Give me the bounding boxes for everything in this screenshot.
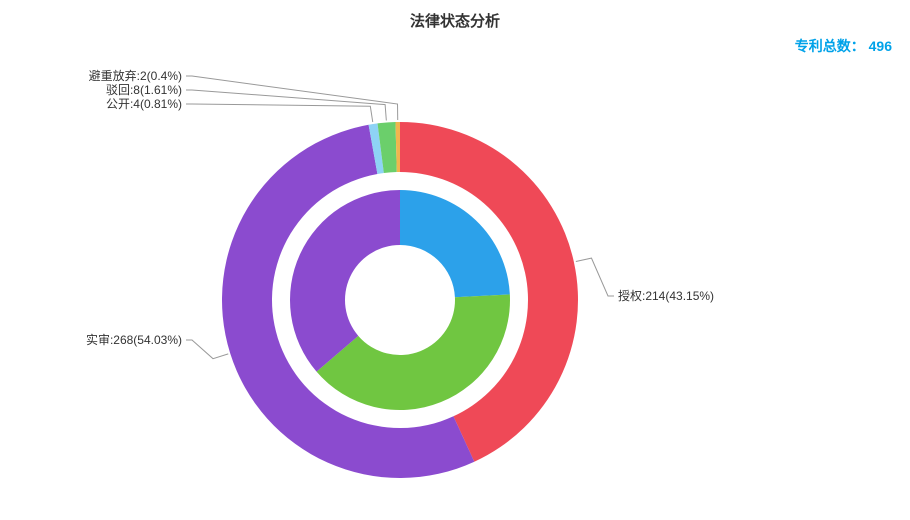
slice-label-公开: 公开:4(0.81%) [106, 97, 182, 111]
leader-公开 [186, 104, 373, 122]
leader-授权 [576, 258, 614, 296]
slice-label-实审: 实审:268(54.03%) [86, 332, 182, 347]
chart-root: 法律状态分析 专利总数： 496 授权:214(43.15%)实审:268(54… [0, 0, 910, 520]
slice-实审[interactable] [222, 125, 474, 478]
leader-实审 [186, 340, 228, 359]
slice-label-授权: 授权:214(43.15%) [618, 288, 714, 303]
slice-label-驳回: 驳回:8(1.61%) [106, 83, 182, 97]
donut-chart-svg: 授权:214(43.15%) 实审:268(54.03%) 公开:4(0.81%)驳… [0, 0, 910, 520]
slice-c[interactable] [290, 190, 400, 372]
slice-label-避重放弃: 避重放弃:2(0.4%) [89, 68, 182, 83]
